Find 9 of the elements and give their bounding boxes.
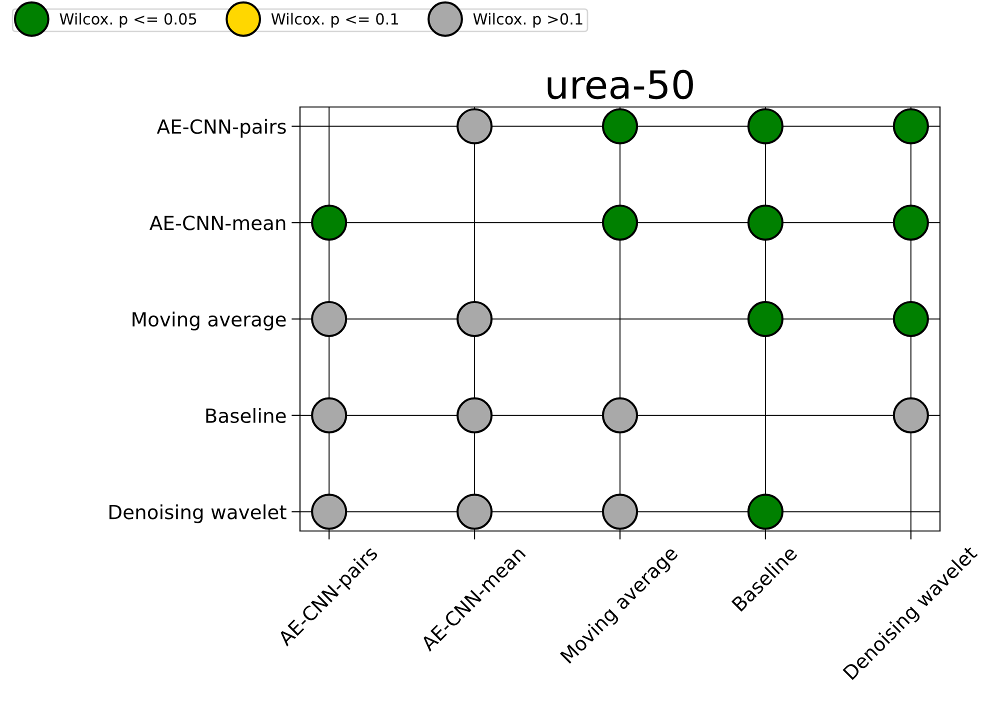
legend-label: Wilcox. p <= 0.05 [60,12,196,28]
category-label: AE-CNN-mean [150,216,286,230]
chart-title: urea-50 [548,70,693,100]
category-label: Baseline [206,408,286,424]
category-label: Denoising wavelet [109,504,286,524]
legend-label: Wilcox. p <= 0.1 [271,12,398,28]
category-label: AE-CNN-pairs [156,118,286,138]
legend-label: Wilcox. p >0.1 [473,12,582,28]
category-label: Moving average [132,312,286,330]
